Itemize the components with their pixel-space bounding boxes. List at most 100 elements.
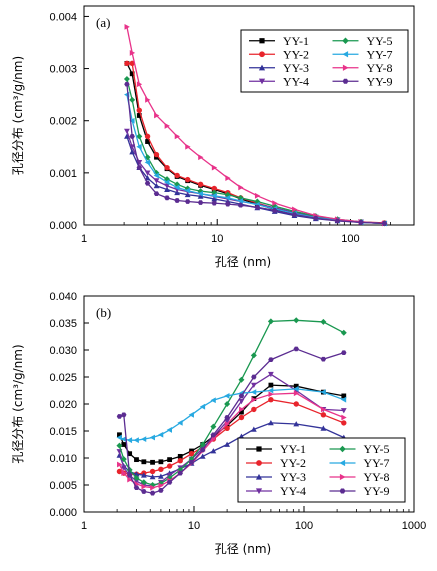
data-point: [177, 458, 183, 464]
data-point: [144, 175, 151, 181]
legend: YY-1YY-2YY-3YY-4 YY-5YY-7YY-8YY-9: [237, 437, 406, 503]
legend-label: YY-7: [367, 47, 393, 61]
panel-label: (a): [96, 15, 110, 30]
legend-label: YY-4: [283, 74, 309, 88]
data-point: [124, 81, 130, 87]
data-point: [126, 437, 133, 444]
legend-label: YY-5: [364, 442, 390, 456]
data-point: [136, 143, 142, 150]
data-point: [238, 393, 245, 399]
data-point: [251, 406, 257, 413]
y-tick-label: 0.015: [49, 426, 77, 438]
data-point: [129, 50, 136, 56]
data-point: [129, 144, 136, 150]
data-point: [292, 206, 298, 213]
data-point: [141, 459, 147, 465]
legend-marker: [259, 38, 265, 44]
legend-marker: [258, 78, 266, 85]
legend-label: YY-8: [367, 61, 393, 75]
data-point: [144, 133, 151, 140]
y-tick-label: 0.040: [49, 291, 77, 303]
data-point: [174, 172, 180, 179]
data-point: [225, 201, 231, 207]
data-point: [145, 96, 151, 103]
data-point: [198, 154, 204, 161]
legend-marker: [342, 51, 349, 58]
series-YY-7: [116, 385, 347, 444]
data-point: [126, 472, 133, 478]
data-point: [340, 329, 347, 336]
legend-marker: [339, 445, 346, 453]
data-point: [129, 60, 135, 67]
data-point: [188, 459, 195, 465]
legend-label: YY-9: [364, 484, 390, 498]
data-point: [150, 484, 156, 491]
data-point: [271, 208, 278, 213]
data-point: [268, 382, 274, 388]
series-YY-8: [124, 23, 388, 227]
data-point: [341, 393, 347, 399]
x-tick-label: 10: [211, 233, 223, 245]
data-point: [136, 133, 143, 140]
data-point: [293, 421, 300, 427]
data-point: [254, 204, 261, 210]
data-point: [129, 117, 135, 124]
y-tick-label: 0.035: [49, 318, 77, 330]
legend-marker: [342, 78, 349, 84]
data-point: [116, 468, 123, 475]
data-point: [313, 215, 319, 221]
data-point: [157, 431, 164, 438]
data-point: [211, 192, 217, 199]
data-point: [129, 96, 136, 103]
legend-label: YY-2: [280, 456, 306, 470]
data-point: [120, 456, 127, 463]
legend-label: YY-1: [280, 442, 306, 456]
legend-marker: [339, 459, 346, 467]
y-tick-label: 0.002: [49, 116, 77, 128]
data-point: [238, 184, 244, 191]
data-point: [158, 459, 164, 465]
data-point: [166, 427, 172, 433]
data-point: [293, 385, 299, 392]
data-point: [157, 473, 164, 479]
data-point: [320, 318, 327, 325]
data-point: [136, 165, 142, 170]
data-point: [320, 406, 327, 413]
legend-label: YY-1: [283, 34, 309, 48]
data-point: [164, 179, 170, 186]
data-point: [224, 441, 231, 447]
data-point: [211, 185, 217, 192]
legend-label: YY-9: [367, 74, 393, 88]
data-point: [164, 186, 170, 192]
data-point: [224, 194, 231, 201]
y-tick-label: 0.000: [49, 507, 77, 519]
data-point: [268, 357, 274, 363]
data-point: [200, 447, 206, 453]
data-point: [211, 200, 217, 206]
x-tick-label: 100: [341, 233, 359, 245]
y-tick-label: 0.003: [49, 64, 77, 76]
legend-marker: [255, 473, 263, 480]
data-point: [188, 450, 195, 457]
data-point: [184, 176, 191, 183]
data-point: [133, 437, 139, 444]
data-point: [136, 107, 142, 113]
legend-label: YY-7: [364, 456, 390, 470]
data-point: [134, 457, 139, 463]
data-point: [250, 382, 257, 388]
data-point: [210, 436, 217, 442]
data-point: [164, 164, 170, 171]
data-point: [267, 387, 274, 394]
data-point: [358, 220, 364, 225]
x-tick-label: 1: [81, 233, 87, 245]
data-point: [164, 195, 170, 201]
data-point: [121, 412, 127, 418]
x-tick-label: 1000: [402, 520, 426, 532]
data-point: [239, 406, 245, 413]
data-point: [188, 411, 194, 418]
data-point: [140, 479, 147, 486]
legend-marker: [339, 488, 346, 494]
data-point: [250, 352, 257, 359]
data-point: [149, 468, 156, 475]
